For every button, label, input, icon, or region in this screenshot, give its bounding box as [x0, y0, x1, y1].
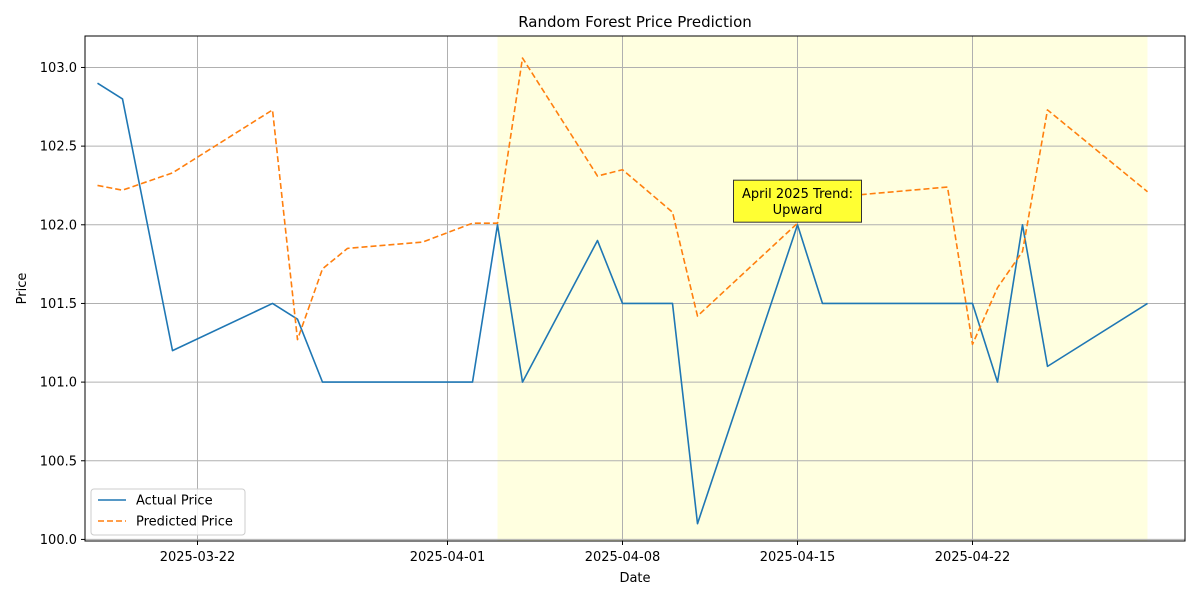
y-tick-label: 101.0 [40, 376, 77, 391]
x-tick-label: 2025-03-22 [160, 550, 236, 565]
y-tick-label: 100.5 [40, 454, 77, 469]
legend: Actual Price Predicted Price [90, 488, 246, 536]
x-tick-label: 2025-04-08 [585, 550, 661, 565]
series-line-actual-price [97, 82, 1148, 525]
x-tick-label: 2025-04-15 [760, 550, 836, 565]
annotation-box [733, 179, 862, 223]
x-tick-label: 2025-04-01 [410, 550, 486, 565]
y-tick-label: 103.0 [40, 61, 77, 76]
annotation-line-2: Upward [773, 203, 823, 218]
series-line-predicted-price [97, 57, 1149, 346]
x-axis-label: Date [619, 571, 650, 586]
y-tick-label: 100.0 [40, 533, 77, 548]
legend-label-actual-price: Actual Price [136, 494, 213, 509]
plot-frame [84, 35, 1186, 542]
grid-layer [85, 36, 1185, 541]
y-tick-label: 101.5 [40, 297, 77, 312]
legend-box [90, 488, 246, 536]
annotation-line-1: April 2025 Trend: [742, 187, 853, 202]
ticks-layer: 2025-03-22 2025-04-01 2025-04-08 2025-04-15… [40, 61, 1011, 565]
y-axis-label: Price [15, 273, 30, 305]
shaded-region-layer [497, 36, 1148, 541]
annotation: April 2025 Trend: Upward [733, 179, 862, 223]
y-tick-label: 102.0 [40, 218, 77, 233]
y-tick-label: 102.5 [40, 140, 77, 155]
chart-title: Random Forest Price Prediction [518, 13, 752, 31]
legend-label-predicted-price: Predicted Price [136, 515, 233, 530]
shaded-region [497, 36, 1148, 541]
series-layer [97, 57, 1149, 525]
x-tick-label: 2025-04-22 [935, 550, 1011, 565]
